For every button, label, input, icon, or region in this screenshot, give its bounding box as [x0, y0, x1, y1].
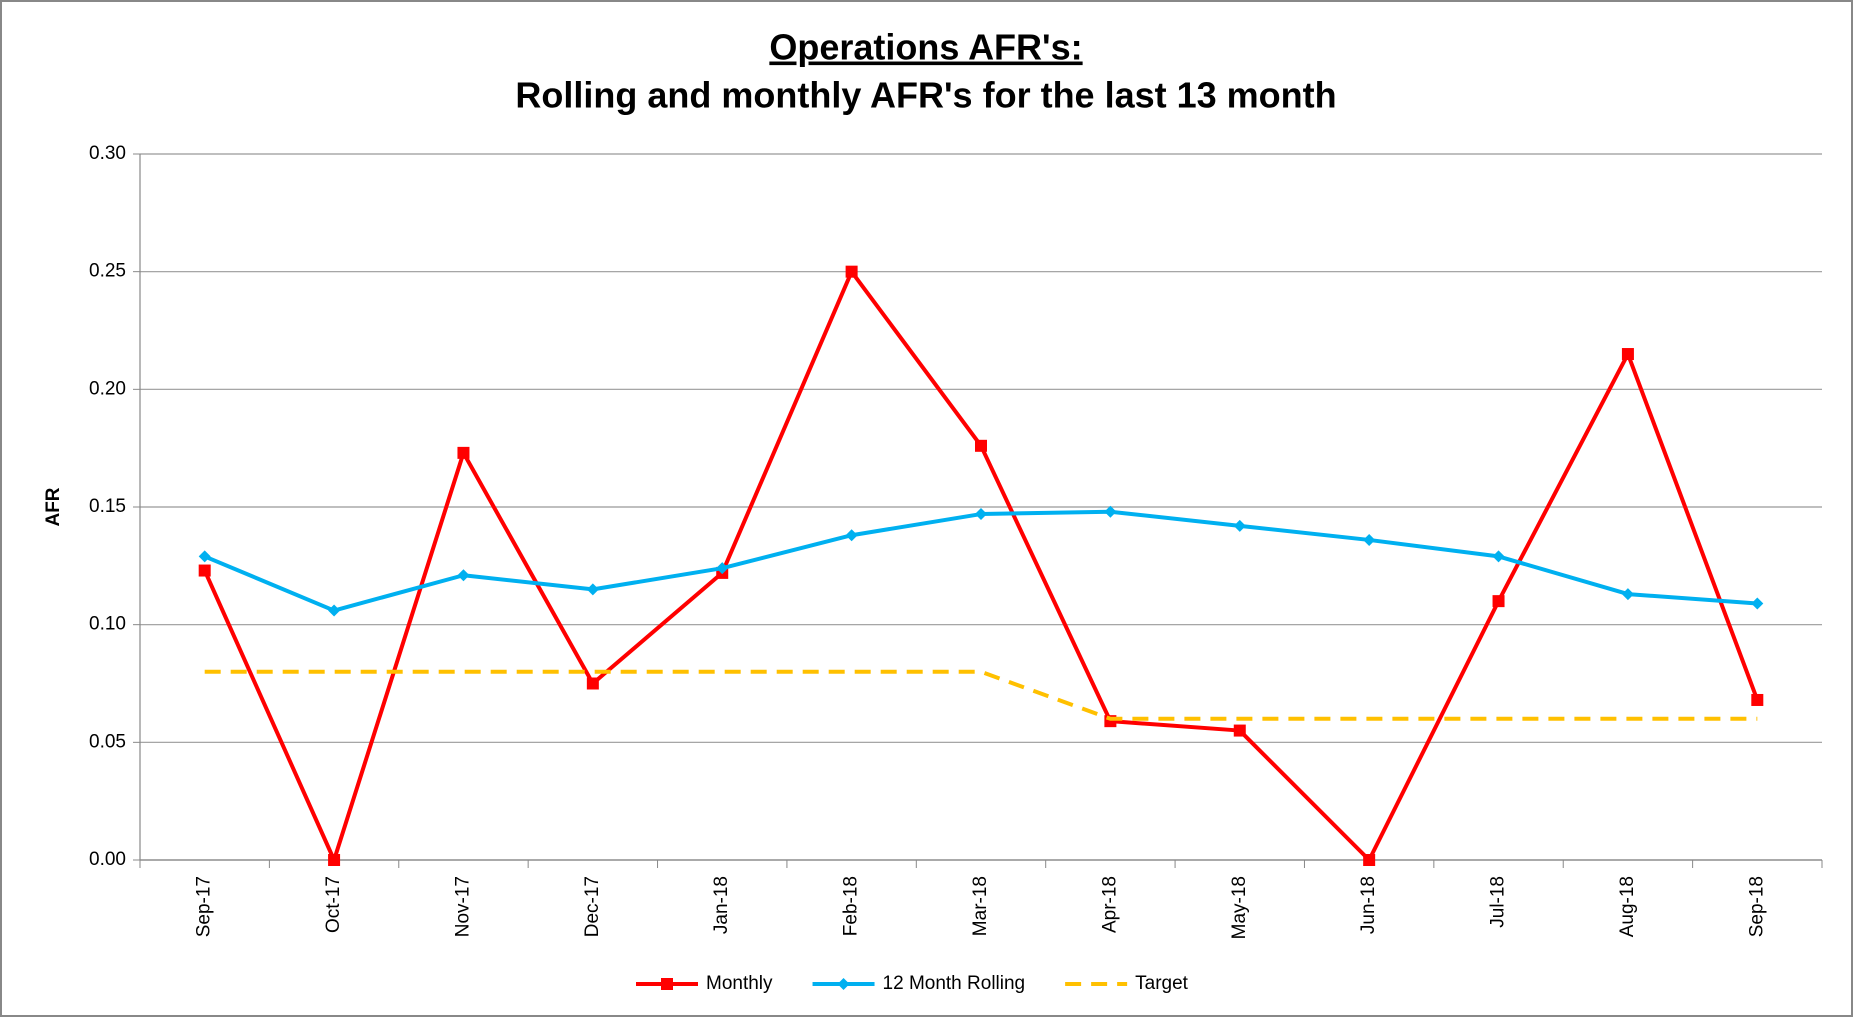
x-tick-label: Feb-18	[841, 876, 862, 936]
legend-label: Target	[1135, 973, 1189, 994]
x-tick-label: Oct-17	[323, 876, 344, 933]
marker	[1492, 595, 1505, 608]
x-tick-label: Apr-18	[1099, 876, 1120, 933]
y-axis-label: AFR	[43, 487, 64, 526]
y-tick-label: 0.15	[89, 496, 126, 517]
marker	[1492, 550, 1505, 563]
marker	[1751, 693, 1764, 706]
marker	[1233, 519, 1246, 532]
chart-title: Operations AFR's:	[769, 27, 1082, 68]
marker	[1363, 854, 1376, 866]
series-line	[204, 669, 1758, 721]
marker	[586, 677, 599, 690]
x-tick-label: Jun-18	[1358, 876, 1379, 934]
chart-subtitle: Rolling and monthly AFR's for the last 1…	[515, 75, 1336, 116]
y-tick-label: 0.20	[89, 378, 126, 399]
marker	[1621, 588, 1634, 601]
marker	[845, 265, 858, 278]
x-tick-label: Dec-17	[582, 876, 603, 937]
marker	[457, 569, 470, 582]
marker	[198, 564, 211, 577]
y-tick-label: 0.25	[89, 261, 126, 282]
marker	[1751, 597, 1764, 610]
marker	[661, 978, 673, 990]
marker	[1233, 724, 1246, 737]
marker	[716, 562, 729, 575]
x-tick-label: Mar-18	[970, 876, 991, 936]
marker	[975, 508, 987, 521]
y-tick-label: 0.10	[89, 614, 126, 635]
y-tick-label: 0.05	[89, 731, 126, 752]
marker	[328, 604, 341, 617]
x-tick-label: Sep-18	[1746, 876, 1767, 937]
legend-label: Monthly	[706, 973, 773, 994]
marker	[1363, 533, 1376, 546]
marker	[457, 446, 470, 459]
marker	[975, 439, 987, 452]
marker	[837, 978, 850, 990]
marker	[328, 854, 341, 866]
x-tick-label: Jan-18	[711, 876, 732, 934]
x-tick-label: May-18	[1229, 876, 1250, 939]
x-tick-label: Sep-17	[194, 876, 215, 937]
x-tick-label: Aug-18	[1617, 876, 1638, 937]
y-tick-label: 0.30	[89, 143, 126, 164]
marker	[845, 529, 858, 542]
legend-label: 12 Month Rolling	[883, 973, 1026, 994]
x-tick-label: Jul-18	[1488, 876, 1509, 928]
x-tick-label: Nov-17	[452, 876, 473, 937]
marker	[198, 550, 211, 563]
marker	[1104, 505, 1117, 518]
marker	[586, 583, 599, 596]
y-tick-label: 0.00	[89, 849, 126, 870]
marker	[1621, 348, 1634, 361]
